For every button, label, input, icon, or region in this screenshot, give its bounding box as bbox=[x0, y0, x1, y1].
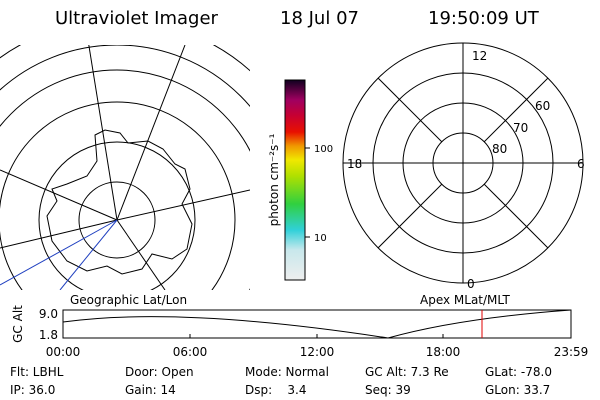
polar-label: 0 bbox=[467, 277, 475, 291]
date: 18 Jul 07 bbox=[280, 8, 359, 29]
polar-grid bbox=[342, 42, 584, 284]
info-field: Door: Open bbox=[125, 365, 194, 379]
polar-label: 12 bbox=[472, 49, 487, 63]
x-tick: 18:00 bbox=[426, 345, 461, 359]
timeline-label: Geographic Lat/Lon bbox=[70, 293, 187, 307]
polar-label: 80 bbox=[492, 142, 507, 156]
altitude-curve bbox=[62, 309, 572, 339]
polar-label: 6 bbox=[577, 157, 585, 171]
info-field: Flt: LBHL bbox=[10, 365, 64, 379]
info-field: Gain: 14 bbox=[125, 383, 176, 397]
x-tick: 23:59 bbox=[554, 345, 589, 359]
timeline-label: Apex MLat/MLT bbox=[420, 293, 510, 307]
x-tick: 12:00 bbox=[300, 345, 335, 359]
time: 19:50:09 UT bbox=[428, 8, 540, 29]
colorbar-tick: 100 bbox=[314, 144, 333, 155]
timeline-y-label: GC Alt bbox=[11, 305, 25, 343]
title: Ultraviolet Imager bbox=[55, 8, 219, 29]
map bbox=[0, 45, 250, 290]
colorbar bbox=[284, 79, 306, 281]
info-field: Dsp: 3.4 bbox=[245, 383, 307, 397]
colorbar-label: photon cm⁻²s⁻¹ bbox=[267, 133, 281, 226]
y-tick: 1.8 bbox=[39, 328, 58, 342]
y-tick: 9.0 bbox=[39, 307, 58, 321]
x-tick: 06:00 bbox=[173, 345, 208, 359]
polar-label: 18 bbox=[347, 157, 362, 171]
colorbar-tick: 10 bbox=[314, 233, 327, 244]
timeline-box bbox=[62, 309, 572, 339]
x-tick: 00:00 bbox=[46, 345, 81, 359]
info-field: GC Alt: 7.3 Re bbox=[365, 365, 449, 379]
info-field: Seq: 39 bbox=[365, 383, 411, 397]
info-field: Mode: Normal bbox=[245, 365, 329, 379]
polar-label: 70 bbox=[513, 121, 528, 135]
info-field: GLat: -78.0 bbox=[485, 365, 552, 379]
info-field: GLon: 33.7 bbox=[485, 383, 550, 397]
polar-label: 60 bbox=[535, 99, 550, 113]
info-panel: Flt: LBHL Door: Open Mode: Normal GC Alt: 7… bbox=[10, 365, 552, 397]
info-field: IP: 36.0 bbox=[10, 383, 55, 397]
